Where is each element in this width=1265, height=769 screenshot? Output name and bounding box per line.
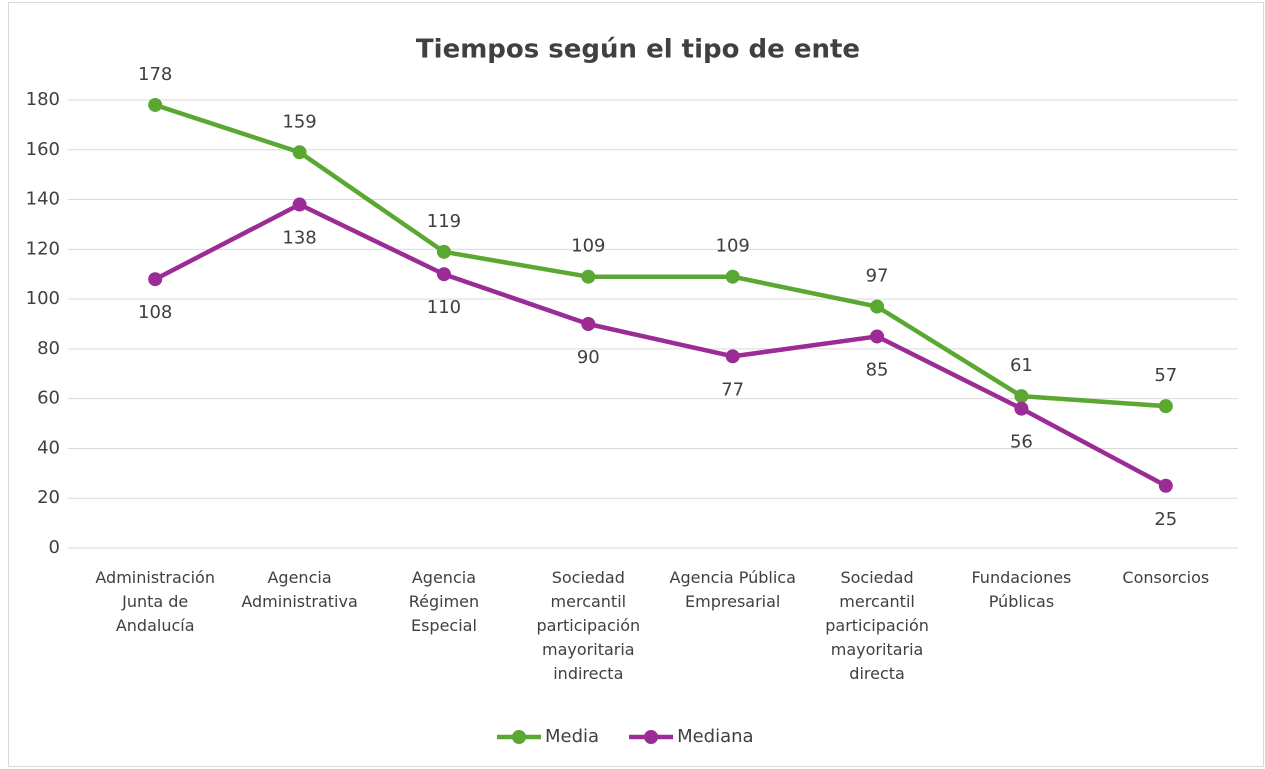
- data-point: [581, 269, 596, 284]
- data-label: 109: [571, 236, 605, 257]
- data-point: [292, 145, 307, 160]
- legend-marker: [512, 730, 526, 744]
- data-point: [292, 197, 307, 212]
- y-tick-label: 140: [26, 189, 60, 210]
- y-tick-label: 160: [26, 139, 60, 160]
- data-label: 57: [1154, 365, 1177, 386]
- legend-marker: [644, 730, 659, 744]
- data-point: [148, 272, 163, 287]
- data-point: [870, 299, 885, 314]
- x-tick-label: Sociedad mercantil participación mayorit…: [825, 568, 929, 683]
- y-tick-label: 20: [37, 487, 60, 508]
- data-point: [725, 269, 740, 284]
- data-point: [725, 349, 740, 364]
- data-label: 138: [282, 228, 316, 249]
- x-tick-label: Consorcios: [1122, 568, 1210, 587]
- data-point: [436, 267, 451, 282]
- series-line: [154, 102, 1166, 409]
- data-label: 90: [577, 347, 600, 368]
- data-point: [1158, 478, 1173, 493]
- chart-border: [8, 2, 1264, 767]
- data-point: [148, 97, 163, 112]
- chart-title: Tiempos según el tipo de ente: [416, 35, 860, 65]
- x-tick-label: Fundaciones Públicas: [971, 568, 1072, 611]
- y-tick-label: 0: [49, 537, 60, 558]
- x-tick-label: Agencia Administrativa: [241, 568, 358, 611]
- data-label: 77: [721, 379, 744, 400]
- data-label: 85: [866, 359, 889, 380]
- y-tick-label: 60: [37, 388, 60, 409]
- data-label: 61: [1010, 355, 1033, 376]
- y-tick-label: 120: [26, 238, 60, 259]
- data-label: 178: [138, 64, 172, 85]
- x-tick-label: Agencia Régimen Especial: [408, 568, 480, 635]
- data-label: 119: [427, 211, 461, 232]
- data-label: 56: [1010, 432, 1033, 453]
- y-tick-label: 80: [37, 338, 60, 359]
- data-label: 25: [1154, 509, 1177, 530]
- x-tick-label: Sociedad mercantil participación mayorit…: [536, 568, 641, 683]
- data-label: 108: [138, 302, 172, 323]
- data-point: [1158, 399, 1173, 414]
- data-point: [436, 244, 451, 259]
- data-label: 110: [427, 297, 461, 318]
- y-tick-label: 100: [26, 288, 60, 309]
- data-point: [581, 317, 596, 331]
- data-label: 109: [716, 236, 750, 257]
- x-tick-label: Agencia Pública Empresarial: [669, 568, 796, 611]
- x-tick-label: Administración Junta de Andalucía: [95, 568, 215, 635]
- y-tick-label: 40: [37, 437, 60, 458]
- legend-label: Media: [545, 726, 599, 747]
- data-label: 97: [866, 266, 889, 287]
- data-point: [870, 329, 885, 344]
- data-point: [1014, 389, 1029, 404]
- legend-label: Mediana: [677, 726, 754, 747]
- y-tick-label: 180: [26, 89, 60, 110]
- data-label: 159: [282, 111, 316, 132]
- data-point: [1014, 401, 1029, 416]
- series-line: [154, 202, 1167, 488]
